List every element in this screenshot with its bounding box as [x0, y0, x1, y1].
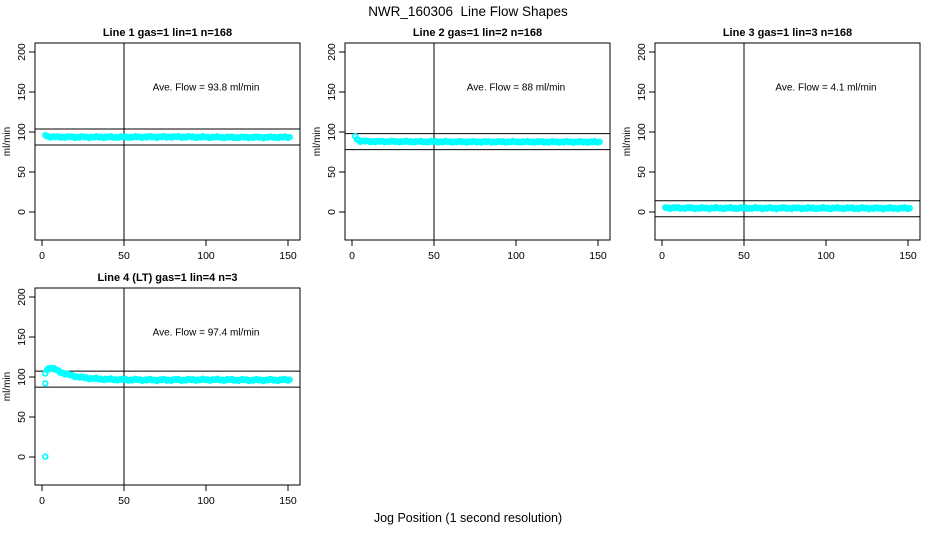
x-tick-label: 100: [197, 495, 215, 507]
data-point: [286, 133, 293, 141]
x-tick-label: 150: [899, 250, 917, 262]
y-tick-label: 100: [16, 368, 28, 386]
x-tick-label: 100: [817, 250, 835, 262]
x-axis-label: Jog Position (1 second resolution): [373, 511, 563, 525]
y-tick-label: 100: [326, 123, 338, 141]
ave-flow-annotation: Ave. Flow = 93.8 ml/min: [153, 82, 260, 93]
x-tick-label: 0: [39, 250, 45, 262]
y-axis-label: ml/min: [312, 127, 323, 156]
x-tick-label: 150: [279, 250, 297, 262]
y-tick-label: 200: [16, 288, 28, 306]
data-point: [906, 204, 913, 212]
y-axis-label: ml/min: [2, 372, 13, 401]
plot-box: [654, 42, 921, 241]
ave-flow-annotation: Ave. Flow = 4.1 ml/min: [775, 82, 876, 93]
y-tick-label: 0: [16, 454, 28, 460]
y-tick-label: 200: [326, 43, 338, 61]
y-tick-label: 50: [16, 411, 28, 423]
y-tick-label: 50: [16, 166, 28, 178]
y-tick-label: 150: [16, 83, 28, 101]
panel-title: Line 2 gas=1 lin=2 n=168: [413, 27, 542, 39]
plot-box: [344, 42, 611, 241]
y-tick-label: 0: [636, 209, 648, 215]
y-tick-label: 0: [326, 209, 338, 215]
panel-title: Line 4 (LT) gas=1 lin=4 n=3: [97, 272, 237, 284]
data-point: [42, 453, 49, 460]
y-tick-label: 150: [326, 83, 338, 101]
y-tick-label: 150: [636, 83, 648, 101]
y-tick-label: 150: [16, 328, 28, 346]
y-axis-label: ml/min: [2, 127, 13, 156]
y-tick-label: 0: [16, 209, 28, 215]
figure-title: NWR_160306 Line Flow Shapes: [368, 4, 568, 19]
x-tick-label: 0: [39, 495, 45, 507]
x-tick-label: 50: [118, 495, 130, 507]
plot-box: [34, 287, 301, 486]
ave-flow-annotation: Ave. Flow = 97.4 ml/min: [153, 327, 260, 338]
y-tick-label: 200: [16, 43, 28, 61]
x-tick-label: 150: [589, 250, 607, 262]
x-tick-label: 50: [118, 250, 130, 262]
data-point: [286, 376, 293, 383]
y-tick-label: 50: [326, 166, 338, 178]
panel-title: Line 1 gas=1 lin=1 n=168: [103, 27, 232, 39]
x-tick-label: 0: [659, 250, 665, 262]
x-tick-label: 100: [197, 250, 215, 262]
data-point: [596, 138, 603, 146]
panel-title: Line 3 gas=1 lin=3 n=168: [723, 27, 852, 39]
data-point: [42, 370, 49, 377]
y-tick-label: 200: [636, 43, 648, 61]
ave-flow-annotation: Ave. Flow = 88 ml/min: [467, 82, 565, 93]
x-tick-label: 50: [738, 250, 750, 262]
x-tick-label: 0: [349, 250, 355, 262]
x-tick-label: 150: [279, 495, 297, 507]
plot-box: [34, 42, 301, 241]
data-point: [42, 380, 49, 387]
y-tick-label: 50: [636, 166, 648, 178]
x-tick-label: 50: [428, 250, 440, 262]
y-tick-label: 100: [16, 123, 28, 141]
x-tick-label: 100: [507, 250, 525, 262]
y-axis-label: ml/min: [622, 127, 633, 156]
y-tick-label: 100: [636, 123, 648, 141]
